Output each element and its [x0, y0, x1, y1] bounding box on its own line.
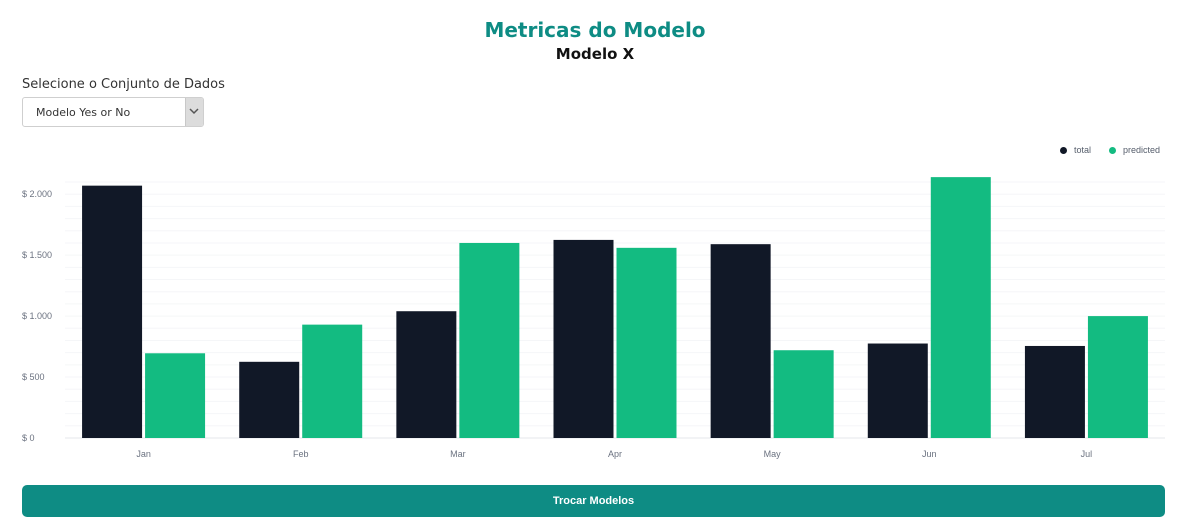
page-title: Metricas do Modelo [484, 18, 706, 42]
bar-total-jun[interactable] [867, 343, 928, 438]
y-tick-label: $ 1.000 [22, 311, 52, 321]
x-tick-label: Jul [1081, 449, 1093, 459]
switch-models-button[interactable]: Trocar Modelos [22, 485, 1165, 517]
x-tick-label: Jan [136, 449, 151, 459]
x-tick-label: Apr [608, 449, 622, 459]
bar-predicted-mar[interactable] [459, 242, 520, 438]
legend-item-predicted[interactable]: predicted [1108, 145, 1160, 155]
chevron-down-icon[interactable] [185, 98, 203, 126]
bar-chart: $ 0 $ 500 $ 1.000 $ 1.500 $ 2.000 Jan Feb Mar Ap… [22, 177, 1165, 459]
x-tick-label: Jun [922, 449, 937, 459]
y-tick-label: $ 500 [22, 372, 45, 382]
legend-dot-predicted [1108, 146, 1116, 154]
bar-predicted-jan[interactable] [145, 353, 206, 438]
chart-legend: total predicted [1059, 145, 1160, 155]
y-tick-label: $ 0 [22, 433, 35, 443]
dataset-select-value: Modelo Yes or No [36, 106, 131, 119]
legend-label-total: total [1073, 145, 1091, 155]
x-tick-label: Feb [293, 449, 309, 459]
bar-total-jan[interactable] [82, 185, 143, 438]
y-tick-label: $ 2.000 [22, 189, 52, 199]
dataset-select[interactable]: Modelo Yes or No [22, 97, 204, 127]
bar-predicted-may[interactable] [773, 350, 834, 438]
bar-total-apr[interactable] [553, 239, 614, 438]
y-tick-label: $ 1.500 [22, 250, 52, 260]
dataset-select-label: Selecione o Conjunto de Dados [22, 77, 225, 92]
bar-total-mar[interactable] [396, 311, 457, 438]
x-tick-label: May [764, 449, 782, 459]
page-subtitle: Modelo X [555, 45, 635, 63]
bar-predicted-jun[interactable] [930, 177, 991, 438]
bar-total-feb[interactable] [239, 361, 300, 438]
bar-total-may[interactable] [710, 244, 771, 438]
bar-predicted-feb[interactable] [302, 324, 363, 438]
legend-item-total[interactable]: total [1059, 145, 1091, 155]
legend-dot-total [1059, 146, 1067, 154]
x-tick-label: Mar [450, 449, 466, 459]
bar-predicted-apr[interactable] [616, 247, 677, 438]
bar-predicted-jul[interactable] [1087, 316, 1148, 438]
legend-label-predicted: predicted [1122, 145, 1160, 155]
bar-total-jul[interactable] [1024, 345, 1085, 438]
